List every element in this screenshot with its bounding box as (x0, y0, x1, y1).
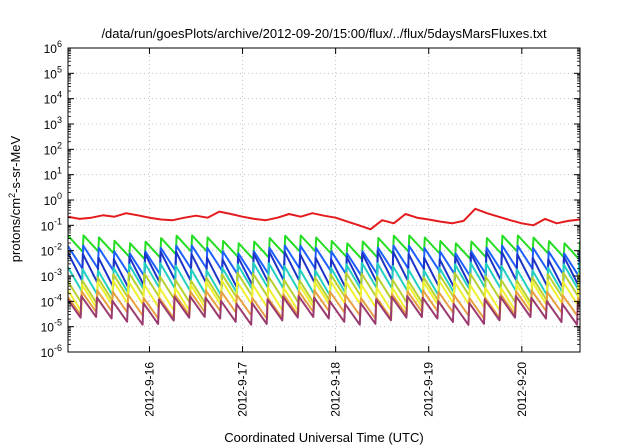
y-tick-label: 10-6 (41, 343, 62, 360)
y-tick-label-base: 10 (41, 346, 55, 360)
x-tick-label: 2012-9-16 (142, 362, 156, 417)
y-axis-label: protons/cm2-s-sr-MeV (7, 135, 23, 262)
y-tick-label-exp: -5 (54, 318, 62, 328)
y-tick-label-exp: 3 (57, 115, 62, 125)
y-tick-label-exp: 6 (57, 39, 62, 49)
y-tick-label-base: 10 (41, 295, 55, 309)
y-tick-label: 10-4 (41, 292, 62, 309)
y-tick-label: 10-2 (41, 242, 62, 259)
y-tick-label: 10-1 (41, 216, 62, 233)
y-tick-label-exp: 1 (57, 166, 62, 176)
y-tick-label: 103 (44, 115, 62, 132)
y-tick-label-base: 10 (44, 143, 58, 157)
y-tick-label-base: 10 (41, 245, 55, 259)
y-tick-label-exp: 4 (57, 90, 62, 100)
y-tick-label: 10-3 (41, 267, 62, 284)
y-tick-label-base: 10 (44, 169, 58, 183)
x-tick-label: 2012-9-20 (515, 362, 529, 417)
y-tick-label-exp: -2 (54, 242, 62, 252)
y-tick-label-base: 10 (41, 321, 55, 335)
series-line-9 (68, 295, 580, 326)
x-tick-label: 2012-9-17 (236, 362, 250, 417)
y-tick-label-base: 10 (41, 270, 55, 284)
y-tick-label-base: 10 (44, 67, 58, 81)
y-tick-label: 106 (44, 39, 62, 56)
y-tick-label: 100 (44, 191, 62, 208)
y-tick-label-base: 10 (44, 194, 58, 208)
series-line-8 (68, 289, 580, 320)
y-axis-label-suffix: -s-sr-MeV (8, 135, 23, 192)
y-tick-label: 105 (44, 64, 62, 81)
plot-area: 10-610-510-410-310-210-11001011021031041… (41, 39, 581, 417)
x-axis-label: Coordinated Universal Time (UTC) (224, 430, 423, 445)
y-tick-label: 101 (44, 166, 62, 183)
x-tick-label: 2012-9-18 (329, 362, 343, 417)
y-axis-label-prefix: protons/cm (8, 198, 23, 262)
y-tick-label-exp: -3 (54, 267, 62, 277)
series-line-1 (68, 207, 580, 231)
x-tick-label: 2012-9-19 (422, 362, 436, 417)
y-tick-label: 102 (44, 140, 62, 157)
y-tick-label-exp: -4 (54, 292, 62, 302)
y-tick-label-exp: 5 (57, 64, 62, 74)
y-tick-label: 10-5 (41, 318, 62, 335)
y-tick-label-exp: -1 (54, 216, 62, 226)
y-axis-label-sup: 2 (7, 193, 17, 198)
y-tick-label-base: 10 (44, 118, 58, 132)
y-tick-label-exp: -6 (54, 343, 62, 353)
series-group (68, 207, 580, 326)
y-tick-label: 104 (44, 90, 62, 107)
y-tick-label-base: 10 (44, 93, 58, 107)
chart-title: /data/run/goesPlots/archive/2012-09-20/1… (101, 26, 547, 41)
series-line-2 (68, 234, 580, 261)
y-tick-label-base: 10 (41, 219, 55, 233)
y-tick-label-exp: 0 (57, 191, 62, 201)
y-tick-label-exp: 2 (57, 140, 62, 150)
y-tick-label-base: 10 (44, 42, 58, 56)
